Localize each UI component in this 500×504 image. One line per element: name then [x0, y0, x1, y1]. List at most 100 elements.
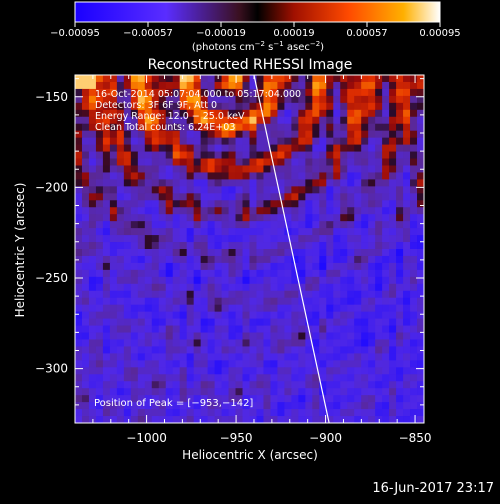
heatmap-cell	[326, 116, 334, 125]
heatmap-cell	[137, 297, 146, 306]
heatmap-cell	[165, 297, 174, 306]
heatmap-cell	[242, 360, 250, 368]
heatmap-cell	[354, 95, 362, 104]
heatmap-cell	[277, 255, 285, 264]
heatmap-cell	[88, 409, 97, 417]
heatmap-cell	[312, 367, 320, 375]
heatmap-cell	[263, 221, 271, 229]
heatmap-cell	[291, 207, 299, 215]
heatmap-cell	[298, 416, 306, 423]
heatmap-cell	[165, 137, 174, 145]
heatmap-cell	[109, 123, 118, 132]
heatmap-cell	[312, 200, 320, 208]
heatmap-cell	[410, 339, 418, 347]
heatmap-cell	[270, 297, 278, 306]
heatmap-cell	[88, 290, 97, 299]
heatmap-cell	[95, 269, 104, 278]
heatmap-cell	[319, 290, 327, 299]
heatmap-cell	[396, 158, 404, 166]
heatmap-cell	[403, 123, 411, 132]
heatmap-cell	[396, 165, 404, 173]
heatmap-cell	[186, 158, 195, 166]
heatmap-cell	[396, 276, 404, 285]
heatmap-cell	[179, 228, 188, 236]
heatmap-cell	[144, 304, 153, 313]
heatmap-cell	[277, 269, 285, 278]
heatmap-cell	[95, 242, 104, 250]
heatmap-cell	[207, 409, 215, 417]
heatmap-cell	[172, 81, 181, 90]
heatmap-cell	[193, 416, 202, 423]
heatmap-cell	[298, 200, 306, 208]
heatmap-cell	[228, 416, 236, 423]
heatmap-cell	[256, 304, 264, 313]
heatmap-cell	[284, 81, 292, 90]
heatmap-cell	[81, 165, 90, 173]
heatmap-cell	[277, 158, 285, 166]
heatmap-cell	[151, 200, 160, 208]
heatmap-cell	[235, 186, 243, 194]
heatmap-cell	[389, 262, 397, 271]
heatmap-cell	[123, 172, 132, 180]
heatmap-cell	[158, 416, 167, 423]
heatmap-cell	[221, 353, 229, 361]
heatmap-cell	[200, 165, 209, 173]
heatmap-cell	[347, 276, 355, 285]
heatmap-cell	[410, 75, 418, 83]
heatmap-cell	[270, 318, 278, 326]
heatmap-cell	[123, 255, 132, 264]
heatmap-cell	[228, 116, 236, 125]
heatmap-cell	[109, 214, 118, 222]
heatmap-cell	[102, 283, 111, 292]
heatmap-cell	[277, 200, 285, 208]
heatmap-cell	[417, 200, 424, 208]
heatmap-cell	[200, 367, 209, 375]
heatmap-cell	[158, 158, 167, 166]
heatmap-cell	[123, 116, 132, 125]
heatmap-cell	[249, 395, 257, 403]
heatmap-cell	[165, 318, 174, 326]
heatmap-cell	[319, 255, 327, 264]
heatmap-cell	[277, 360, 285, 368]
heatmap-cell	[382, 325, 390, 333]
heatmap-cell	[410, 158, 418, 166]
heatmap-cell	[417, 311, 424, 319]
heatmap-cell	[375, 186, 383, 194]
heatmap-cell	[88, 207, 97, 215]
heatmap-cell	[207, 81, 215, 90]
heatmap-cell	[410, 130, 418, 139]
heatmap-cell	[102, 269, 111, 278]
heatmap-cell	[137, 186, 146, 194]
heatmap-cell	[277, 297, 285, 306]
heatmap-cell	[347, 374, 355, 382]
heatmap-cell	[270, 290, 278, 299]
heatmap-cell	[347, 346, 355, 354]
heatmap-cell	[81, 381, 90, 389]
heatmap-cell	[116, 158, 125, 166]
heatmap-cell	[102, 360, 111, 368]
heatmap-cell	[228, 311, 236, 319]
heatmap-cell	[151, 255, 160, 264]
heatmap-cell	[123, 137, 132, 145]
heatmap-cell	[361, 186, 369, 194]
heatmap-cell	[193, 255, 202, 264]
heatmap-cell	[207, 304, 215, 313]
heatmap-cell	[235, 304, 243, 313]
heatmap-cell	[109, 158, 118, 166]
heatmap-cell	[417, 409, 424, 417]
heatmap-cell	[151, 207, 160, 215]
heatmap-cell	[417, 109, 424, 118]
heatmap-cell	[368, 130, 376, 139]
heatmap-cell	[158, 395, 167, 403]
heatmap-cell	[235, 193, 243, 201]
heatmap-cell	[137, 109, 146, 118]
heatmap-cell	[347, 95, 355, 104]
heatmap-cell	[151, 130, 160, 139]
heatmap-cell	[417, 242, 424, 250]
heatmap-cell	[151, 102, 160, 111]
heatmap-cell	[382, 158, 390, 166]
heatmap-cell	[403, 304, 411, 313]
heatmap-cell	[354, 249, 362, 257]
heatmap-cell	[151, 214, 160, 222]
heatmap-cell	[207, 186, 215, 194]
